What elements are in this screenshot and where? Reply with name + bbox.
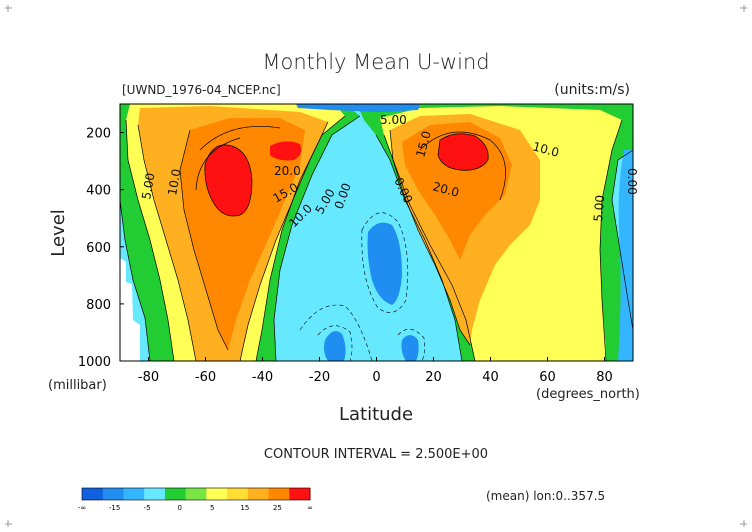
topography-gap <box>120 258 140 361</box>
colorbar-swatch <box>227 488 249 500</box>
contour-label: 5.00 <box>139 172 157 201</box>
x-tick-label: -80 <box>138 370 159 385</box>
colorbar-swatch <box>164 488 187 500</box>
contour-label: 15.0 <box>413 129 433 158</box>
x-tick-label: 20 <box>425 370 442 385</box>
x-tick-label: -40 <box>252 370 273 385</box>
colorbar-swatch <box>82 488 104 500</box>
x-tick-label: 40 <box>482 370 499 385</box>
jet-core-south-secondary <box>270 141 302 161</box>
colorbar-frame <box>81 487 311 501</box>
contour-label: 10.0 <box>531 139 560 159</box>
easterly-surface-north <box>401 335 419 361</box>
jet-core-south <box>204 144 252 216</box>
contour-interval-text: CONTOUR INTERVAL = 2.500E+00 <box>264 447 488 462</box>
colorbar-swatch <box>123 488 145 500</box>
contour-label: 20.0 <box>274 164 301 178</box>
colorbar-swatch <box>102 488 124 500</box>
chart-title: Monthly Mean U-wind <box>262 50 489 74</box>
y-axis: 200 400 600 800 1000 <box>78 127 124 370</box>
contour-labels: 5.00 10.0 20.0 15.0 10.0 5.00 0.00 5.00 … <box>139 113 639 230</box>
contour-lines <box>120 115 633 361</box>
x-axis-units: (degrees_north) <box>536 387 640 402</box>
colorbar-swatch <box>206 488 228 500</box>
jet-core-north <box>438 133 489 171</box>
colorbar-tick-label: -∞ <box>78 504 86 512</box>
colorbar-swatch <box>185 488 207 500</box>
contour-label: 20.0 <box>431 179 460 199</box>
y-tick-label: 200 <box>86 127 111 142</box>
easterly-top-band <box>296 104 420 112</box>
colorbar-swatch <box>268 488 290 500</box>
y-tick-label: 1000 <box>78 355 111 370</box>
colorbar-tick-label: ∞ <box>307 504 313 512</box>
contour-label: 5.00 <box>591 194 607 222</box>
y-axis-title: Level <box>48 209 69 257</box>
file-label: [UWND_1976-04_NCEP.nc] <box>122 83 281 97</box>
y-axis-units: (millibar) <box>48 378 107 393</box>
colorbar-swatch <box>247 488 270 500</box>
contour-label: 10.0 <box>165 168 183 197</box>
plot-area <box>120 104 633 361</box>
x-tick-label: -60 <box>195 370 216 385</box>
contour-label: 0.00 <box>625 168 639 195</box>
x-axis: -80 -60 -40 -20 0 20 40 60 80 <box>138 357 613 385</box>
x-tick-label: -20 <box>309 370 330 385</box>
corner-marks <box>5 5 747 527</box>
x-tick-label: 0 <box>372 370 380 385</box>
footer-note: (mean) lon:0..357.5 <box>486 489 605 503</box>
easterly-core-equator <box>367 222 402 305</box>
y-tick-label: 400 <box>86 184 111 199</box>
colorbar-tick-label: 25 <box>273 504 282 512</box>
colorbar-tick-label: 15 <box>240 504 249 512</box>
x-axis-title: Latitude <box>339 404 413 425</box>
x-tick-label: 60 <box>539 370 556 385</box>
colorbar: -∞ -15 -5 0 5 15 25 ∞ <box>78 487 313 512</box>
colorbar-swatch <box>144 488 166 500</box>
dashed-contours <box>299 212 425 361</box>
y-tick-label: 600 <box>86 241 111 256</box>
contour-label: 5.00 <box>380 113 407 127</box>
colorbar-tick-label: 5 <box>210 504 214 512</box>
colorbar-tick-label: -15 <box>109 504 120 512</box>
colorbar-tick-label: 0 <box>177 504 181 512</box>
units-label: (units:m/s) <box>554 82 630 98</box>
x-tick-label: 80 <box>596 370 613 385</box>
y-tick-label: 800 <box>86 298 111 313</box>
easterly-surface-south <box>324 331 346 361</box>
colorbar-tick-label: -5 <box>144 504 151 512</box>
colorbar-swatch <box>289 488 311 500</box>
